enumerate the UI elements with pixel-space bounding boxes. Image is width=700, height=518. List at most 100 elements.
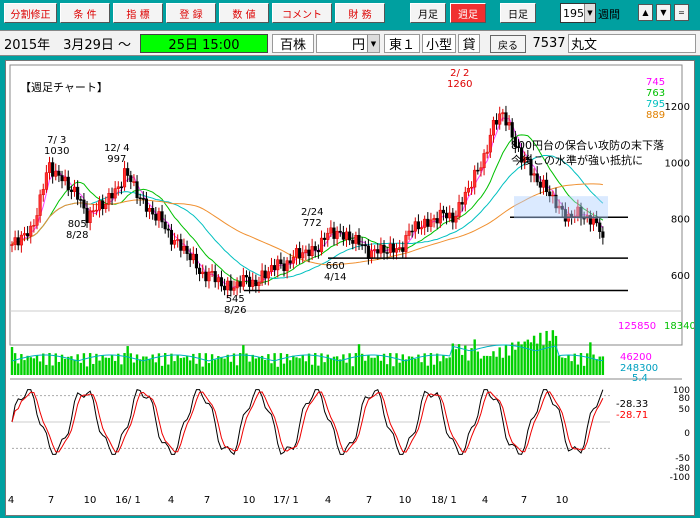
candle-body <box>548 191 552 197</box>
volume-bar <box>342 354 345 375</box>
price-axis-label: 1200 <box>665 102 690 113</box>
annotation-bottom: 8/28 <box>66 230 89 241</box>
volume-bar <box>354 353 358 375</box>
oscillator-value-label: -28.71 <box>616 410 648 421</box>
candle-body <box>285 260 289 272</box>
volume-bar <box>26 355 29 375</box>
candle-body <box>294 248 299 258</box>
oscillator-axis-label: 0 <box>684 429 690 439</box>
volume-bar <box>373 357 376 375</box>
period-select[interactable]: 195 ▼ <box>560 3 596 23</box>
volume-bar <box>214 359 217 375</box>
candle-body <box>32 224 36 227</box>
volume-bar <box>295 357 298 375</box>
candle-body <box>591 218 596 225</box>
candle-body <box>198 267 202 275</box>
volume-bar <box>451 343 455 375</box>
back-button[interactable]: 戻る <box>490 35 526 53</box>
candle-body <box>260 270 264 283</box>
volume-bar <box>132 362 136 375</box>
start-date-field[interactable]: 2015年 3月29日 ～ <box>4 38 132 53</box>
volume-bar <box>532 335 536 375</box>
volume-bar <box>142 356 145 375</box>
volume-bar <box>595 359 598 375</box>
volume-bar <box>398 362 401 375</box>
currency-select[interactable]: 円 ▼ <box>316 34 380 53</box>
volume-bar <box>376 355 379 375</box>
volume-bar <box>88 353 92 375</box>
x-axis-label: 18/ 1 <box>431 495 457 506</box>
volume-bar <box>182 357 186 375</box>
monthly-button[interactable]: 月足 <box>410 3 446 23</box>
candle-body <box>563 209 567 222</box>
candle-body <box>288 260 292 264</box>
daily-button[interactable]: 日足 <box>500 3 536 23</box>
volume-bar <box>145 356 148 375</box>
split-adjust-button[interactable]: 分割修正 <box>4 3 57 23</box>
annotation-high-3: 2/24 772 <box>301 207 323 229</box>
volume-bar <box>448 357 451 375</box>
stock-name-field[interactable]: 丸文 <box>568 34 696 53</box>
candle-body <box>101 200 105 209</box>
candle-body <box>263 270 267 279</box>
volume-bar <box>364 360 367 375</box>
comment-button[interactable]: コメント <box>272 3 332 23</box>
scroll-down-button[interactable]: ▼ <box>656 4 671 21</box>
candle-body <box>357 235 361 245</box>
annotation-bottom: 997 <box>107 154 127 165</box>
oscillator-axis-label: 50 <box>679 405 691 415</box>
financials-button[interactable]: 財 務 <box>335 3 385 23</box>
reset-button[interactable]: = <box>674 4 689 21</box>
candle-body <box>51 162 55 177</box>
candle-body <box>116 186 120 189</box>
candle-body <box>379 244 383 254</box>
x-axis-label: 4 <box>8 495 14 506</box>
candle-body <box>394 248 399 253</box>
indicators-button[interactable]: 指 標 <box>113 3 163 23</box>
volume-bar <box>35 354 39 375</box>
volume-bar <box>407 356 411 375</box>
triangle-down-icon: ▼ <box>660 8 667 17</box>
volume-bar <box>417 354 420 375</box>
current-time-field[interactable]: 25日 15:00 <box>140 34 268 53</box>
volume-bar <box>17 363 20 375</box>
chart-comment-line-1: 800円台の保合い攻防の末下落 <box>511 139 664 152</box>
candle-body <box>523 157 527 163</box>
candle-body <box>582 217 586 220</box>
volume-bar <box>486 355 489 375</box>
volume-bar <box>113 360 117 375</box>
volume-bar <box>54 353 57 375</box>
candle-body <box>110 193 114 199</box>
candle-body <box>148 208 152 212</box>
candle-body <box>69 189 73 192</box>
volume-bar <box>167 364 170 375</box>
volume-bar <box>345 362 348 375</box>
volume-bar <box>223 358 226 375</box>
share-unit-field: 百株 <box>272 34 314 53</box>
volume-bar <box>98 360 101 375</box>
volume-bar <box>279 353 283 375</box>
volume-bar <box>454 349 458 375</box>
values-button[interactable]: 数 値 <box>219 3 269 23</box>
register-button[interactable]: 登 録 <box>166 3 216 23</box>
candle-body <box>560 205 564 210</box>
volume-bar <box>292 355 295 375</box>
annotation-top: 2/24 <box>301 207 324 218</box>
volume-bar <box>38 361 42 375</box>
volume-bar <box>298 358 301 375</box>
volume-bar <box>545 330 548 375</box>
volume-bar <box>289 360 292 375</box>
annotation-bottom: 772 <box>302 218 322 229</box>
weekly-button[interactable]: 週足 <box>450 3 486 23</box>
volume-bar <box>348 353 351 375</box>
conditions-button[interactable]: 条 件 <box>60 3 110 23</box>
candle-body <box>382 244 386 253</box>
volume-bar <box>310 364 314 375</box>
volume-bar <box>326 354 329 375</box>
candle-body <box>38 194 42 216</box>
scroll-up-button[interactable]: ▲ <box>638 4 653 21</box>
annotation-top: 545 <box>225 294 245 305</box>
candle-body <box>341 232 345 240</box>
price-pane-frame <box>9 64 683 346</box>
volume-bar <box>51 365 54 375</box>
